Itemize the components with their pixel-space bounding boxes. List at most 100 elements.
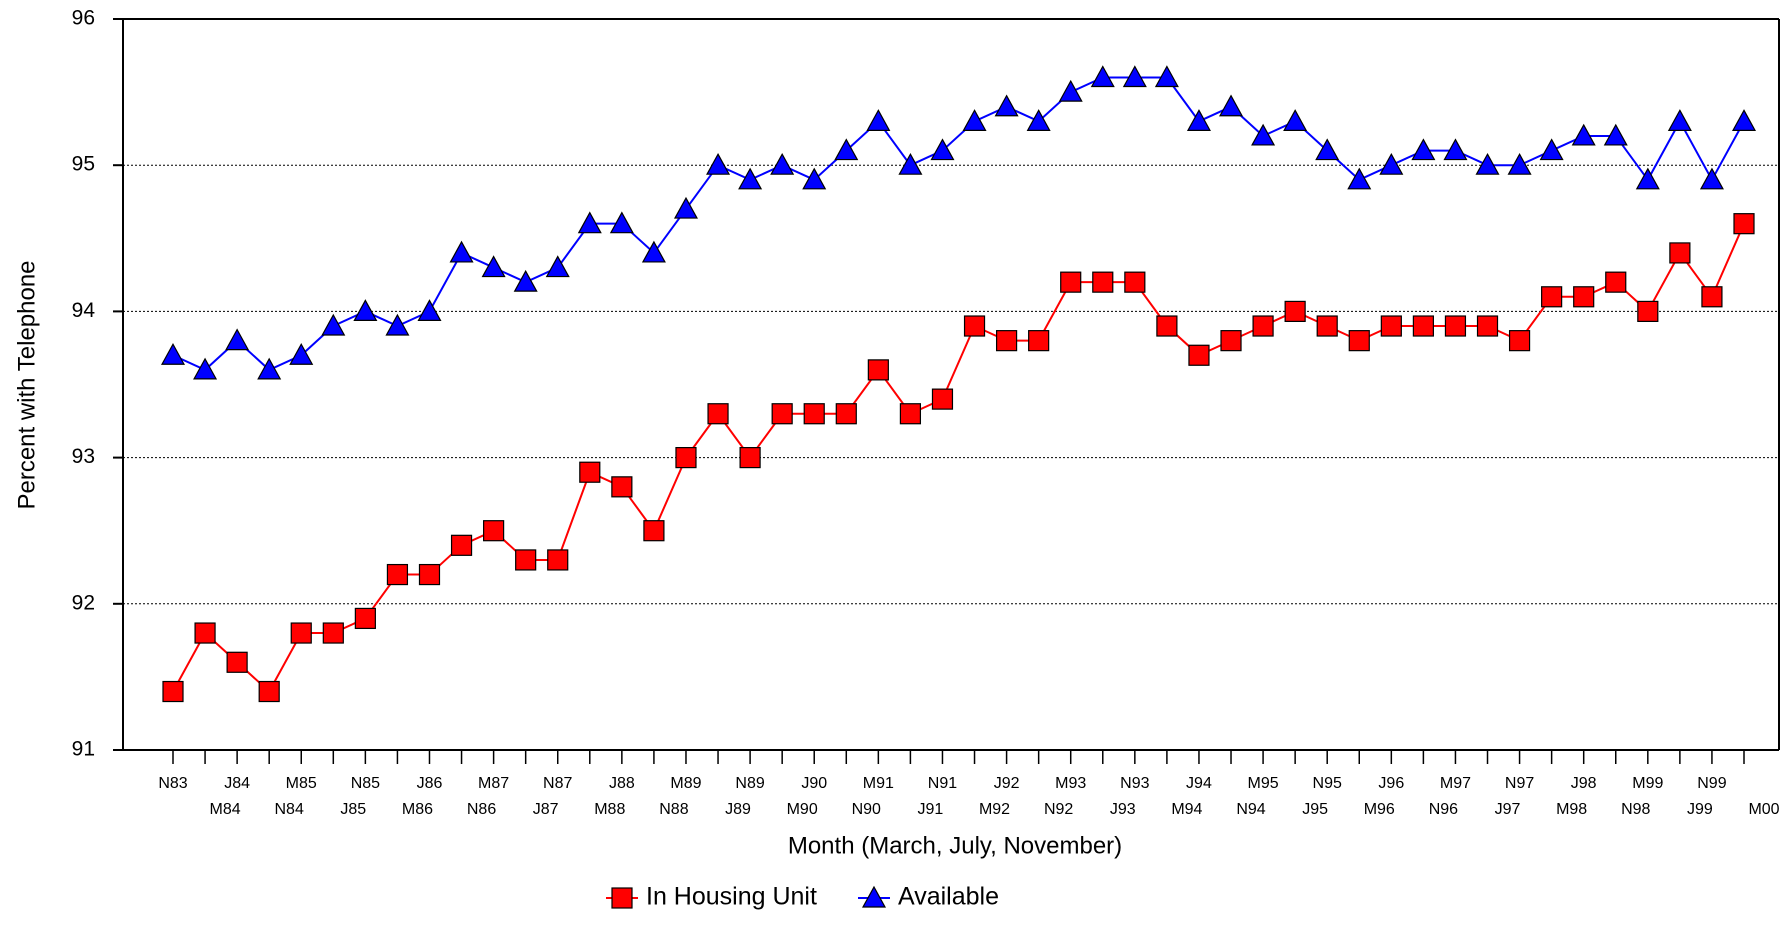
data-point xyxy=(257,357,282,380)
data-point xyxy=(995,330,1018,352)
x-tick-label: J90 xyxy=(801,775,827,792)
x-tick-label: N91 xyxy=(928,775,957,792)
data-point xyxy=(1605,271,1627,293)
data-point xyxy=(354,607,376,630)
data-point xyxy=(1603,123,1628,146)
data-point xyxy=(1637,300,1659,322)
data-point xyxy=(641,240,666,263)
data-point xyxy=(1154,65,1179,88)
data-point xyxy=(1380,315,1402,337)
data-point xyxy=(226,651,248,673)
x-tick-label: N88 xyxy=(659,801,688,818)
data-point xyxy=(1733,213,1755,235)
data-point xyxy=(1058,79,1083,102)
x-tick-label: J88 xyxy=(609,775,635,792)
data-point xyxy=(739,447,761,469)
x-tick-label: M92 xyxy=(979,801,1010,818)
x-tick-label: J84 xyxy=(224,775,250,792)
data-point xyxy=(770,152,795,175)
data-point xyxy=(258,680,280,703)
data-point xyxy=(1539,138,1564,161)
data-point xyxy=(417,299,442,321)
x-tick-label: N96 xyxy=(1429,801,1458,818)
x-tick-label: J91 xyxy=(918,801,944,818)
data-point xyxy=(322,622,344,644)
data-point xyxy=(673,196,698,219)
data-point xyxy=(1508,330,1531,352)
data-point xyxy=(1316,315,1338,337)
x-tick-label: M87 xyxy=(478,775,509,792)
x-tick-label: J96 xyxy=(1378,775,1404,792)
data-point xyxy=(289,343,314,365)
legend-label: In Housing Unit xyxy=(646,883,817,911)
x-tick-label: N86 xyxy=(467,801,496,818)
data-point xyxy=(866,109,891,131)
data-point xyxy=(1252,315,1274,337)
data-point xyxy=(160,343,186,365)
y-tick-label: 96 xyxy=(72,7,95,30)
data-point xyxy=(513,269,538,292)
data-point xyxy=(1476,315,1499,337)
data-point xyxy=(930,138,955,161)
data-point xyxy=(609,211,634,234)
y-tick-label: 94 xyxy=(72,299,96,322)
x-tick-label: M91 xyxy=(863,775,894,792)
x-tick-label: N92 xyxy=(1044,801,1073,818)
x-tick-label: J98 xyxy=(1571,775,1597,792)
data-point xyxy=(577,211,602,234)
x-tick-label: M85 xyxy=(286,775,317,792)
data-point xyxy=(994,94,1019,117)
data-point xyxy=(1156,315,1178,337)
data-point xyxy=(1060,271,1082,293)
data-point xyxy=(385,313,410,336)
data-point xyxy=(515,549,537,571)
x-tick-label: N97 xyxy=(1505,775,1534,792)
data-point xyxy=(1444,315,1467,337)
data-point xyxy=(1669,242,1691,264)
data-point xyxy=(1667,109,1692,131)
data-point xyxy=(1573,286,1595,308)
x-tick-label: M99 xyxy=(1632,775,1663,792)
legend-label: Available xyxy=(898,883,999,911)
data-point xyxy=(483,520,505,542)
data-point xyxy=(545,255,570,278)
data-point xyxy=(162,680,184,703)
x-tick-label: M88 xyxy=(594,801,625,818)
data-point xyxy=(1219,94,1244,117)
x-tick-label: J89 xyxy=(725,801,751,818)
data-point xyxy=(1411,138,1436,161)
x-tick-label: J94 xyxy=(1186,775,1212,792)
data-point xyxy=(1284,300,1306,322)
data-point xyxy=(1092,271,1114,293)
data-point xyxy=(418,563,441,586)
data-point xyxy=(1090,65,1115,88)
data-point xyxy=(707,403,729,425)
x-tick-label: M86 xyxy=(402,801,433,818)
x-tick-label: J85 xyxy=(340,801,366,818)
x-tick-label: J92 xyxy=(994,775,1020,792)
data-point xyxy=(771,403,793,425)
data-point xyxy=(1188,344,1210,366)
y-tick-label: 95 xyxy=(72,153,95,176)
x-tick-label: J87 xyxy=(533,801,559,818)
data-point xyxy=(611,476,633,498)
x-tick-label: J99 xyxy=(1687,801,1713,818)
data-point xyxy=(738,167,763,190)
data-point xyxy=(963,315,986,337)
x-tick-label: M93 xyxy=(1055,775,1086,792)
x-tick-label: J86 xyxy=(417,775,443,792)
x-tick-label: N87 xyxy=(543,775,572,792)
data-point xyxy=(449,240,474,263)
data-point xyxy=(899,403,922,425)
data-point xyxy=(1315,138,1340,161)
x-tick-label: N99 xyxy=(1697,775,1726,792)
data-point xyxy=(675,447,697,469)
data-point xyxy=(1283,109,1308,131)
x-tick-label: N93 xyxy=(1120,775,1149,792)
x-tick-label: N90 xyxy=(852,801,881,818)
data-point xyxy=(1026,109,1051,131)
data-point xyxy=(193,357,218,380)
data-point xyxy=(1348,330,1370,352)
legend-marker xyxy=(611,887,633,909)
